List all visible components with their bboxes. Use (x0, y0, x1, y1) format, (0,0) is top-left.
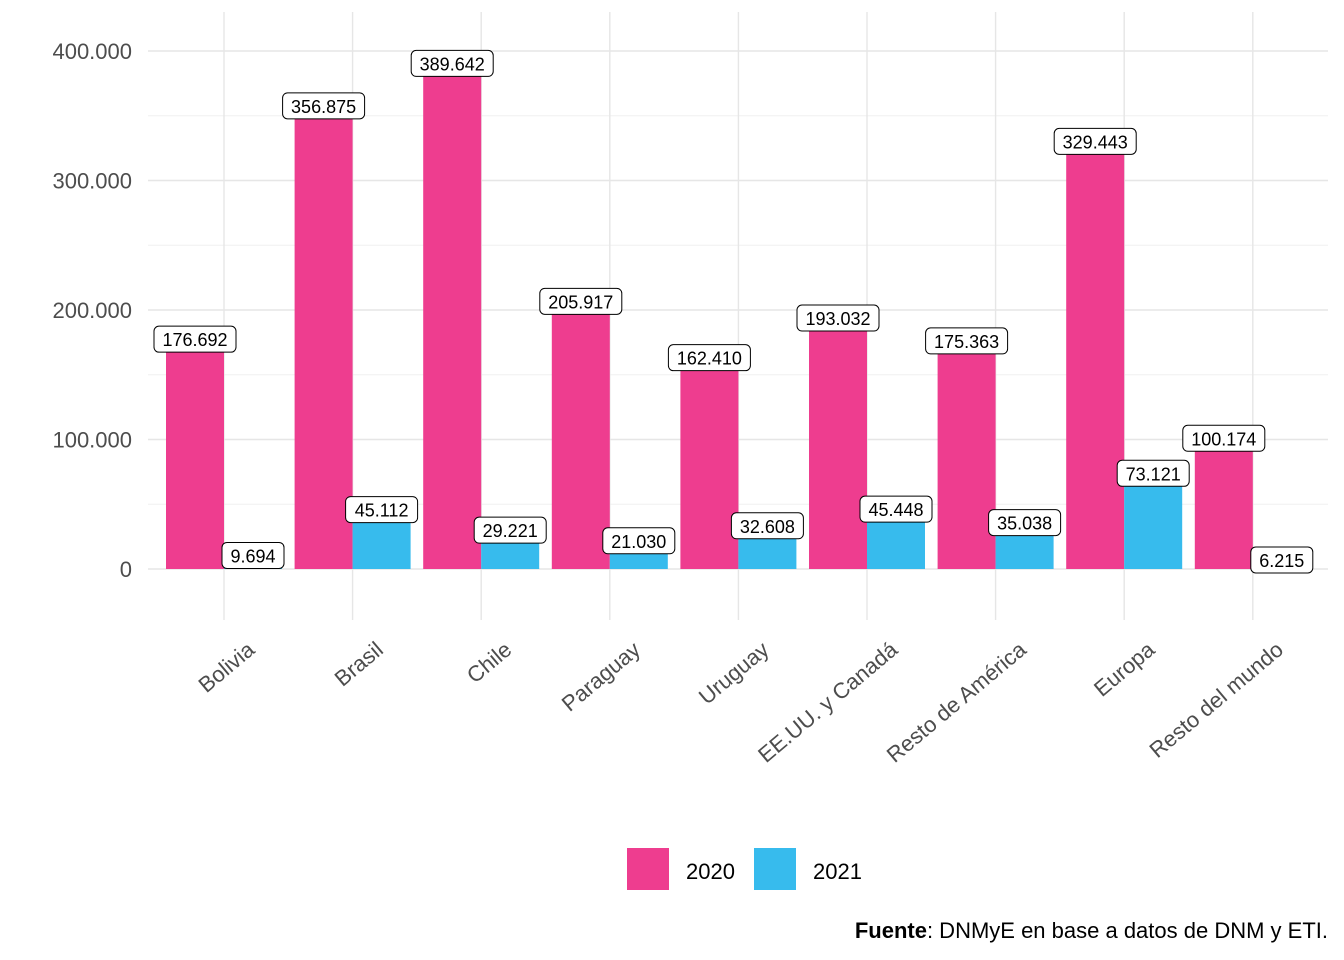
data-label-text: 45.448 (868, 500, 923, 520)
bar-2020-3 (551, 302, 610, 569)
legend-swatch (754, 848, 796, 890)
data-label-text: 176.692 (162, 330, 227, 350)
data-label-2020-0: 176.692 (153, 325, 237, 353)
legend-label: 2021 (813, 859, 862, 884)
bar-2020-6 (937, 341, 996, 569)
bar-2020-2 (423, 64, 482, 570)
bars (166, 64, 1311, 570)
data-label-text: 175.363 (934, 332, 999, 352)
caption-text: : DNMyE en base a datos de DNM y ETI. (926, 918, 1328, 943)
bar-2020-1 (294, 106, 353, 570)
data-label-text: 389.642 (420, 54, 485, 74)
data-label-text: 100.174 (1191, 429, 1256, 449)
x-tick-label: Chile (462, 637, 516, 688)
legend-item-2020: 2020 (627, 848, 735, 890)
data-label-text: 205.917 (548, 292, 613, 312)
data-label-text: 35.038 (997, 514, 1052, 534)
data-label-2020-7: 329.443 (1053, 127, 1137, 155)
bar-2020-4 (680, 358, 739, 569)
data-label-text: 162.410 (677, 349, 742, 369)
data-label-2021-1: 45.112 (345, 496, 419, 524)
x-tick-label: Europa (1089, 636, 1160, 701)
legend-swatch (627, 848, 669, 890)
data-label-text: 9.694 (230, 546, 275, 566)
data-label-2020-6: 175.363 (925, 327, 1009, 355)
x-tick-label: Resto de América (882, 636, 1032, 767)
data-label-2020-5: 193.032 (796, 304, 880, 332)
data-label-text: 45.112 (355, 501, 409, 521)
data-label-2020-2: 389.642 (410, 49, 494, 77)
x-tick-label: Uruguay (694, 637, 774, 710)
y-tick-label: 300.000 (52, 169, 132, 194)
data-label-text: 73.121 (1126, 464, 1181, 484)
data-label-2020-1: 356.875 (282, 92, 366, 120)
data-label-2020-3: 205.917 (539, 287, 623, 315)
legend-item-2021: 2021 (754, 848, 862, 890)
source-caption: Fuente: DNMyE en base a datos de DNM y E… (855, 918, 1328, 944)
x-tick-label: EE.UU. y Canadá (753, 636, 903, 767)
caption-bold: Fuente (854, 918, 927, 943)
bar-2020-0 (166, 340, 224, 569)
y-tick-label: 100.000 (52, 428, 132, 453)
data-label-2021-6: 35.038 (988, 509, 1062, 537)
x-tick-label: Resto del mundo (1145, 637, 1288, 763)
bar-2020-8 (1194, 439, 1253, 569)
data-label-text: 21.030 (611, 532, 666, 552)
data-labels: 176.692 356.875 389.642 205.917 162.410 193.0… (153, 49, 1314, 574)
data-label-text: 32.608 (740, 517, 795, 537)
x-tick-label: Brasil (330, 637, 388, 692)
data-label-2021-8: 6.215 (1250, 546, 1314, 574)
data-label-2021-5: 45.448 (859, 495, 933, 523)
y-axis: 0 100.000 200.000 300.000 400.000 (52, 39, 132, 582)
legend-label: 2020 (686, 859, 735, 884)
data-label-text: 6.215 (1259, 551, 1304, 571)
data-label-2021-0: 9.694 (221, 541, 285, 569)
data-label-2021-4: 32.608 (730, 512, 804, 540)
y-tick-label: 400.000 (52, 39, 132, 64)
data-label-2020-4: 162.410 (667, 344, 751, 372)
data-label-text: 193.032 (805, 309, 870, 329)
bar-2020-7 (1066, 142, 1125, 569)
data-label-2020-8: 100.174 (1182, 424, 1266, 452)
data-label-2021-7: 73.121 (1116, 459, 1190, 487)
bar-2021-7 (1124, 474, 1183, 569)
data-label-text: 29.221 (483, 521, 538, 541)
x-tick-label: Paraguay (557, 637, 645, 717)
data-label-2021-2: 29.221 (473, 516, 547, 544)
x-axis: Bolivia Brasil Chile Paraguay UruguayEE.UU. … (193, 636, 1288, 767)
data-label-2021-3: 21.030 (602, 527, 676, 555)
data-label-text: 356.875 (291, 97, 356, 117)
x-tick-label: Bolivia (193, 636, 259, 697)
legend: 2020 2021 (627, 848, 862, 890)
y-tick-label: 0 (120, 557, 132, 582)
data-label-text: 329.443 (1063, 132, 1128, 152)
y-tick-label: 200.000 (52, 298, 132, 323)
bar-2020-5 (809, 319, 867, 569)
